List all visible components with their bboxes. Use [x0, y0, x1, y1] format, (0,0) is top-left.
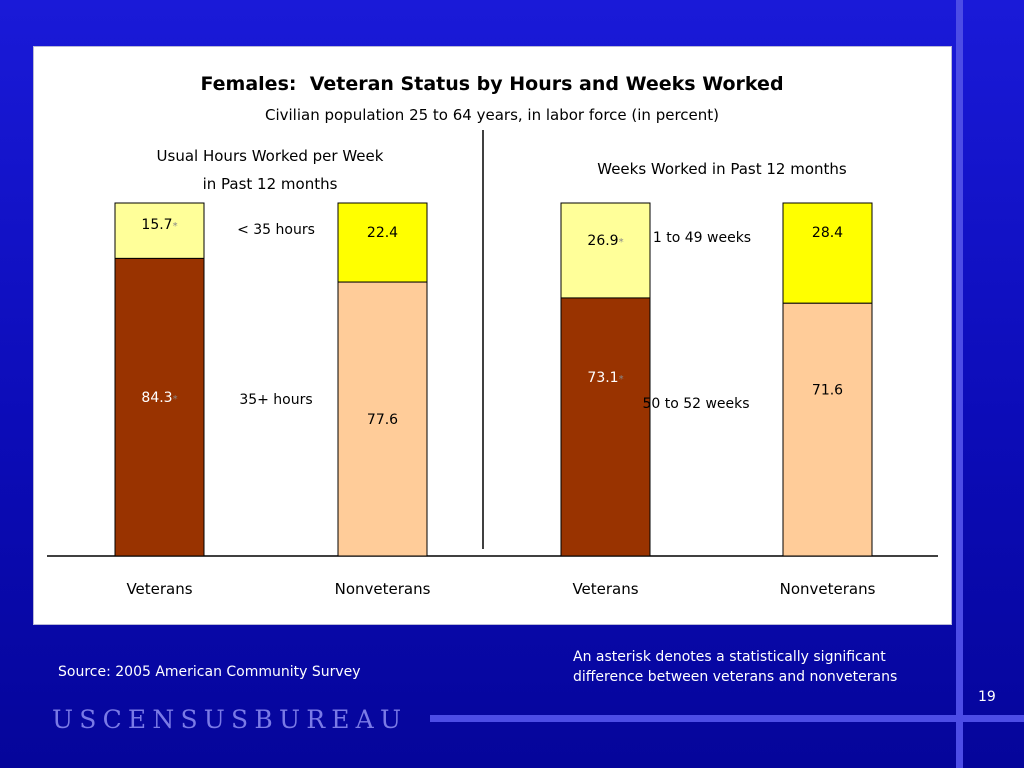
bar-weeks-veterans-bottom — [560, 297, 651, 557]
chart-panel: Females: Veteran Status by Hours and Wee… — [33, 46, 952, 625]
series-label: 35+ hours — [239, 392, 312, 408]
decorative-vertical-line — [956, 0, 963, 768]
data-label-bottom: 71.6 — [812, 383, 843, 399]
page-number: 19 — [978, 689, 996, 705]
category-label: Nonveterans — [335, 580, 431, 598]
decorative-horizontal-line — [430, 715, 1024, 722]
data-label-top: 15.7* — [141, 217, 177, 233]
category-label: Nonveterans — [780, 580, 876, 598]
data-label-bottom: 77.6 — [367, 412, 398, 428]
census-bureau-wordmark: USCENSUSBUREAU — [52, 705, 408, 734]
category-label: Veterans — [572, 580, 638, 598]
chart-title: Females: Veteran Status by Hours and Wee… — [200, 73, 783, 95]
right-panel-heading: Weeks Worked in Past 12 months — [597, 160, 847, 178]
left-panel-heading-line2: in Past 12 months — [203, 175, 338, 193]
series-label: < 35 hours — [237, 222, 315, 238]
significance-note: An asterisk denotes a statistically sign… — [573, 647, 943, 687]
significance-asterisk: * — [173, 394, 178, 405]
chart-svg: Females: Veteran Status by Hours and Wee… — [47, 73, 938, 598]
chart-subtitle: Civilian population 25 to 64 years, in l… — [265, 106, 719, 124]
data-label-bottom: 84.3* — [141, 390, 177, 406]
bar-hours-veterans-bottom — [114, 257, 205, 557]
significance-asterisk: * — [619, 237, 624, 248]
significance-asterisk: * — [619, 374, 624, 385]
bar-weeks-veterans-top — [560, 202, 651, 299]
data-label-top: 28.4 — [812, 225, 843, 241]
bars-group: 15.7* 84.3* Veterans 22.4 77.6 Nonveterans < 3… — [114, 202, 876, 598]
left-panel-heading-line1: Usual Hours Worked per Week — [157, 147, 384, 165]
significance-note-line1: An asterisk denotes a statistically sign… — [573, 649, 886, 665]
source-text: Source: 2005 American Community Survey — [58, 664, 361, 680]
bar-hours-nonveterans-bottom — [337, 281, 428, 557]
significance-note-line2: difference between veterans and nonveter… — [573, 669, 898, 685]
bar-weeks-nonveterans-bottom — [782, 302, 873, 557]
data-label-top: 26.9* — [587, 233, 623, 249]
data-label-bottom: 73.1* — [587, 370, 623, 386]
bar-hours-veterans-top — [114, 202, 205, 259]
category-label: Veterans — [126, 580, 192, 598]
series-label: 1 to 49 weeks — [653, 230, 751, 246]
data-label-top: 22.4 — [367, 225, 398, 241]
series-label: 50 to 52 weeks — [642, 396, 749, 412]
bar-hours-nonveterans-top — [337, 202, 428, 283]
significance-asterisk: * — [173, 221, 178, 232]
bar-weeks-nonveterans-top — [782, 202, 873, 304]
